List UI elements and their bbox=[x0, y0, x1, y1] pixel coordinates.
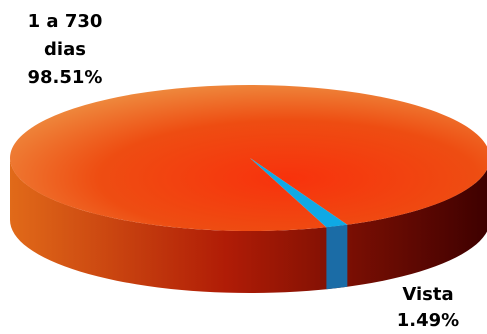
pie-side-major bbox=[10, 158, 487, 293]
pie-slice-1-a-730-dias bbox=[10, 84, 487, 231]
label-1-a-730-dias: 1 a 730 dias 98.51% bbox=[28, 11, 103, 88]
label-line: 98.51% bbox=[28, 67, 103, 88]
pie-side-minor bbox=[326, 224, 348, 290]
label-line: dias bbox=[44, 39, 86, 60]
pie-side-layer bbox=[10, 158, 487, 293]
label-vista: Vista 1.49% bbox=[397, 284, 459, 331]
pie-label-layer: 1 a 730 dias 98.51% Vista 1.49% bbox=[28, 11, 460, 331]
pie-top-layer bbox=[10, 84, 487, 231]
label-line: 1 a 730 bbox=[28, 11, 103, 32]
pie-slice-vista bbox=[250, 158, 348, 228]
label-line: Vista bbox=[402, 284, 453, 305]
label-line: 1.49% bbox=[397, 310, 459, 331]
